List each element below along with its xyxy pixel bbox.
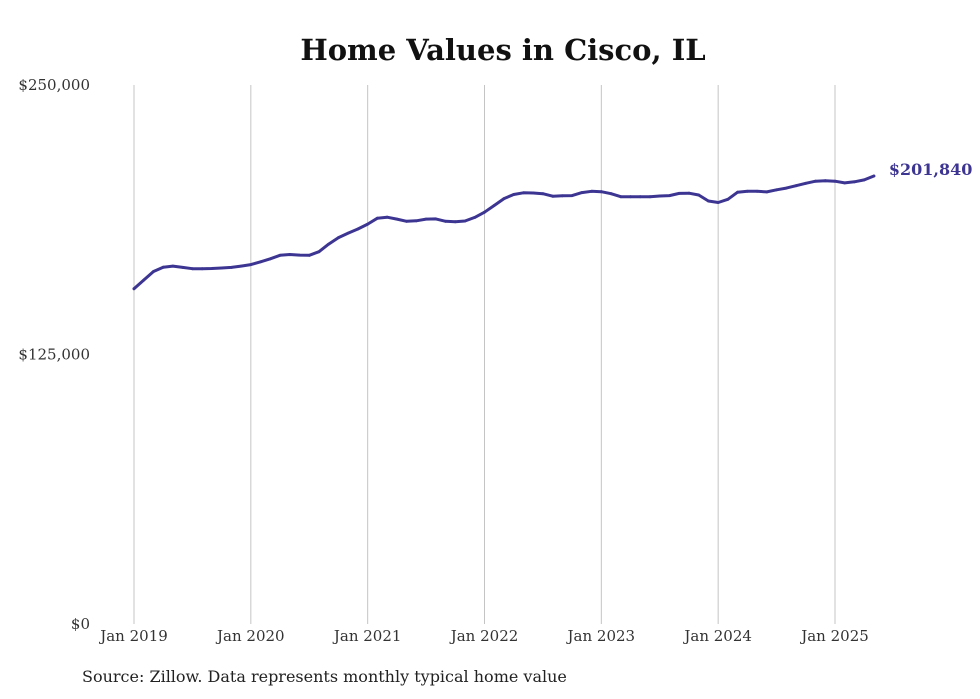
data-point	[668, 194, 671, 198]
data-point	[181, 266, 185, 269]
data-point	[337, 236, 340, 240]
data-point	[775, 188, 778, 192]
y-tick-label: $125,000	[18, 346, 90, 364]
data-point	[142, 278, 146, 282]
data-point	[210, 267, 214, 270]
data-point	[590, 189, 593, 193]
data-point	[414, 219, 418, 223]
data-point	[707, 199, 710, 203]
data-point	[814, 179, 817, 183]
end-value-label: $201,840	[889, 160, 973, 179]
data-point	[356, 227, 360, 231]
data-point	[541, 192, 545, 196]
x-tick-label: Jan 2025	[799, 627, 869, 645]
data-point	[609, 192, 613, 196]
data-point	[580, 191, 584, 195]
y-tick-label: $250,000	[18, 76, 90, 94]
data-point	[327, 242, 331, 246]
data-point	[395, 217, 399, 221]
series-line	[132, 174, 876, 291]
data-point	[220, 266, 224, 270]
data-point	[638, 195, 642, 199]
data-point	[629, 195, 632, 199]
x-axis-ticks: Jan 2019 Jan 2020 Jan 2021 Jan 2022 Jan 2023…	[98, 627, 869, 645]
data-point	[385, 215, 389, 219]
data-point	[502, 197, 506, 201]
data-point	[405, 219, 408, 223]
data-point	[853, 180, 856, 184]
source-note: Source: Zillow. Data represents monthly …	[82, 667, 567, 686]
data-point	[132, 287, 136, 291]
x-tick-label: Jan 2019	[98, 627, 168, 645]
data-point	[512, 193, 516, 196]
y-tick-label: $0	[71, 615, 90, 633]
data-point	[746, 189, 749, 193]
data-point	[200, 267, 204, 271]
data-point	[697, 193, 701, 197]
data-point	[492, 204, 496, 207]
data-point	[726, 197, 730, 201]
data-point	[677, 192, 681, 195]
data-point	[376, 216, 379, 220]
data-point	[152, 270, 155, 273]
y-axis-ticks: $0 $125,000 $250,000	[18, 76, 90, 633]
data-point	[298, 253, 301, 257]
data-point	[288, 253, 292, 256]
data-points	[132, 174, 876, 291]
data-point	[561, 194, 564, 198]
data-point	[230, 266, 233, 269]
data-point	[268, 257, 272, 261]
data-point	[765, 190, 769, 194]
data-point	[444, 219, 447, 223]
data-point	[531, 191, 535, 195]
data-point	[619, 195, 623, 199]
data-point	[551, 194, 555, 198]
x-tick-label: Jan 2021	[332, 627, 402, 645]
data-point	[804, 181, 808, 185]
data-point	[366, 222, 370, 226]
data-point	[424, 217, 428, 221]
data-point	[249, 263, 253, 266]
data-point	[823, 179, 827, 183]
data-point	[483, 210, 486, 214]
data-point	[346, 231, 350, 235]
data-point	[862, 178, 866, 182]
data-point	[239, 264, 243, 268]
data-point	[161, 265, 165, 269]
data-point	[872, 174, 876, 178]
data-point	[736, 190, 739, 194]
x-tick-label: Jan 2024	[682, 627, 752, 645]
data-point	[473, 216, 477, 219]
data-point	[453, 220, 457, 224]
data-point	[658, 194, 662, 198]
data-point	[794, 184, 798, 188]
data-point	[648, 195, 652, 199]
data-point	[463, 219, 467, 223]
data-point	[833, 179, 837, 183]
data-point	[755, 189, 759, 193]
data-point	[570, 194, 574, 198]
chart-title: Home Values in Cisco, IL	[300, 33, 705, 67]
grid-lines	[133, 85, 836, 624]
data-point	[317, 250, 321, 254]
x-tick-label: Jan 2020	[215, 627, 285, 645]
data-point	[687, 191, 691, 195]
data-point	[716, 201, 720, 204]
data-point	[843, 181, 847, 185]
data-point	[522, 191, 525, 195]
data-point	[784, 186, 788, 190]
data-point	[191, 267, 194, 271]
data-point	[307, 253, 311, 257]
x-tick-label: Jan 2022	[449, 627, 519, 645]
data-point	[171, 264, 175, 268]
data-point	[259, 260, 262, 264]
data-point	[434, 217, 438, 221]
x-tick-label: Jan 2023	[566, 627, 636, 645]
data-point	[599, 190, 603, 194]
data-point	[278, 253, 282, 257]
